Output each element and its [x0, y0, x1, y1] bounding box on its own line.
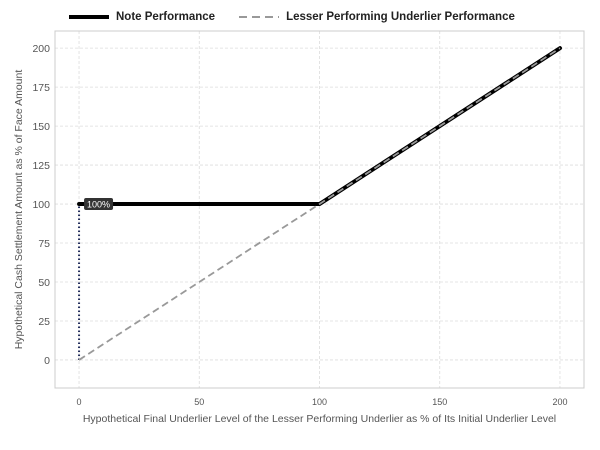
series-line-underlier-performance — [78, 47, 561, 361]
axis-ticks: 0 50 100 150 200 0 25 50 75 100 125 150 175 200 — [32, 43, 567, 407]
annotation-label-box — [84, 198, 114, 211]
x-tick-label: 200 — [552, 397, 567, 407]
y-tick-label: 150 — [32, 121, 50, 133]
x-tick-label: 0 — [77, 397, 82, 407]
y-tick-label: 75 — [38, 238, 50, 250]
annotation-label-text: 100% — [87, 200, 110, 210]
y-tick-label: 100 — [32, 199, 50, 211]
x-tick-label: 50 — [194, 397, 204, 407]
y-tick-label: 0 — [44, 355, 50, 367]
legend-item-note-performance: Note Performance — [69, 11, 215, 23]
plot-area-border — [54, 30, 585, 389]
grid-lines — [55, 31, 584, 388]
x-tick-label: 150 — [432, 397, 447, 407]
legend-label-note-performance: Note Performance — [116, 11, 216, 23]
y-tick-label: 50 — [38, 277, 50, 289]
annotation-layer: 100% — [84, 198, 114, 211]
series-layer — [77, 46, 562, 361]
legend-swatch-solid — [69, 15, 109, 19]
chart-legend: Note Performance Lesser Performing Under… — [69, 11, 539, 23]
legend-item-underlier-performance: Lesser Performing Underlier Performance — [239, 11, 515, 23]
legend-label-underlier-performance: Lesser Performing Underlier Performance — [286, 11, 515, 23]
y-tick-label: 125 — [32, 160, 50, 172]
y-tick-label: 200 — [32, 43, 50, 55]
y-tick-label: 25 — [38, 316, 50, 328]
x-axis-title: Hypothetical Final Underlier Level of th… — [83, 413, 556, 425]
y-axis-title: Hypothetical Cash Settlement Amount as %… — [13, 70, 25, 350]
x-tick-label: 100 — [312, 397, 327, 407]
legend-swatch-dashed — [239, 16, 280, 18]
y-tick-label: 175 — [32, 82, 50, 94]
